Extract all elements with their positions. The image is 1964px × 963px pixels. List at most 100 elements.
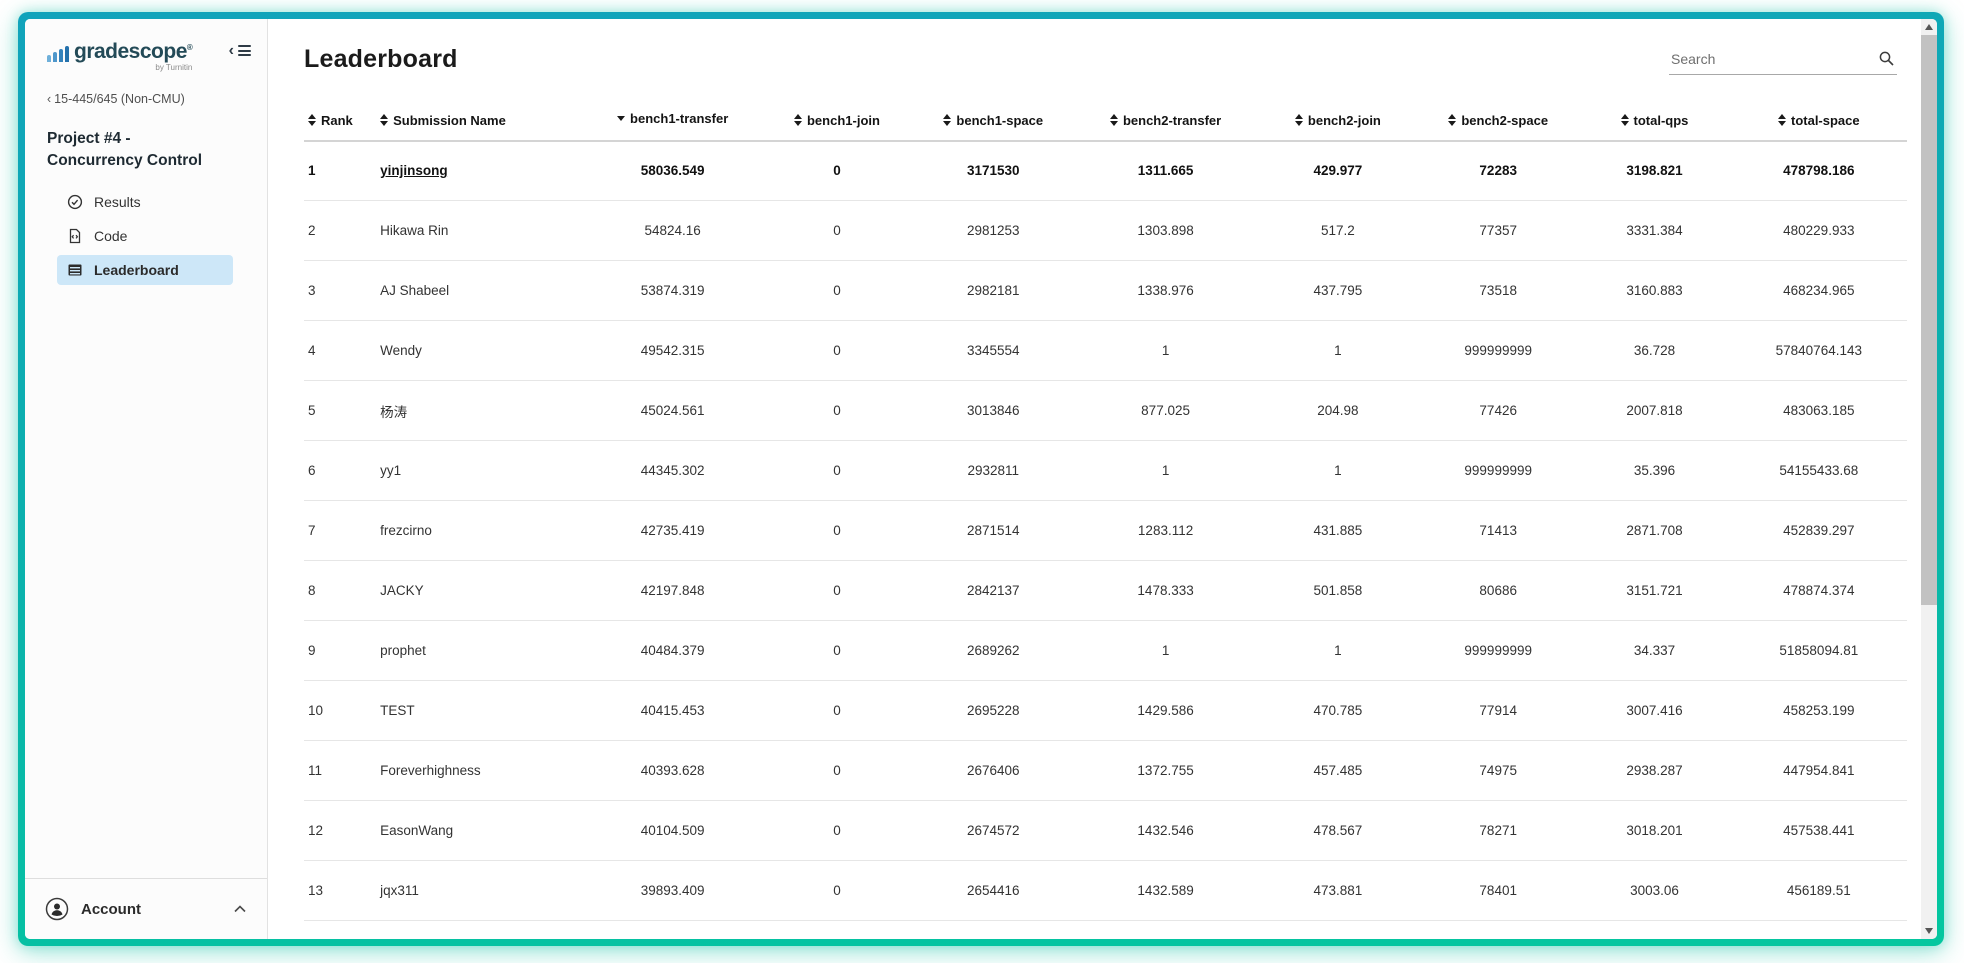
name-cell: JACKY	[376, 561, 584, 621]
column-header-submission-name[interactable]: Submission Name	[376, 99, 584, 141]
gradescope-logo[interactable]: gradescope® by Turnitin	[47, 41, 192, 72]
value-cell: 1478.333	[1073, 561, 1257, 621]
vertical-scrollbar[interactable]	[1921, 19, 1937, 939]
logo-bars-icon	[47, 41, 69, 62]
name-cell: frezcirno	[376, 501, 584, 561]
name-cell: 杨涛	[376, 381, 584, 441]
value-cell: 0	[761, 441, 913, 501]
submission-name: Foreverhighness	[380, 763, 481, 778]
value-cell: 999999999	[1418, 321, 1578, 381]
value-cell: 51858094.81	[1731, 621, 1907, 681]
value-cell: 44345.302	[585, 441, 761, 501]
sidebar-item-code[interactable]: Code	[57, 221, 233, 251]
sidebar-item-leaderboard[interactable]: Leaderboard	[57, 255, 233, 285]
search-box	[1669, 47, 1897, 75]
value-cell: 74975	[1418, 741, 1578, 801]
name-cell: Wendy	[376, 321, 584, 381]
value-cell: 1283.112	[1073, 501, 1257, 561]
collapse-arrow-icon: ‹	[229, 46, 234, 56]
table-body: 1yinjinsong58036.549031715301311.665429.…	[304, 141, 1907, 921]
table-row: 11Foreverhighness40393.628026764061372.7…	[304, 741, 1907, 801]
sidebar: gradescope® by Turnitin ‹ ‹15-445/645 (N…	[25, 19, 268, 939]
value-cell: 1	[1073, 321, 1257, 381]
value-cell: 77914	[1418, 681, 1578, 741]
value-cell: 2982181	[913, 261, 1073, 321]
value-cell: 457538.441	[1731, 801, 1907, 861]
account-menu[interactable]: Account	[25, 878, 267, 939]
value-cell: 2654416	[913, 861, 1073, 921]
submission-name: EasonWang	[380, 823, 453, 838]
scrollbar-thumb[interactable]	[1921, 35, 1937, 605]
breadcrumb[interactable]: ‹15-445/645 (Non-CMU)	[47, 92, 251, 106]
value-cell: 58036.549	[585, 141, 761, 201]
value-cell: 3007.416	[1578, 681, 1730, 741]
value-cell: 457.485	[1258, 741, 1418, 801]
column-header-label: Submission Name	[393, 113, 506, 128]
scroll-up-arrow-icon[interactable]	[1925, 24, 1933, 30]
value-cell: 429.977	[1258, 141, 1418, 201]
submission-name: 杨涛	[380, 405, 407, 420]
rank-cell: 12	[304, 801, 376, 861]
column-header-rank[interactable]: Rank	[304, 99, 376, 141]
sidebar-collapse-button[interactable]: ‹	[229, 41, 251, 56]
submission-name: prophet	[380, 643, 426, 658]
value-cell: 54155433.68	[1731, 441, 1907, 501]
column-header-bench2-transfer[interactable]: bench2-transfer	[1073, 99, 1257, 141]
sidebar-item-label: Results	[94, 194, 141, 210]
value-cell: 468234.965	[1731, 261, 1907, 321]
value-cell: 2938.287	[1578, 741, 1730, 801]
column-header-label: Rank	[321, 113, 353, 128]
page-title: Leaderboard	[304, 45, 458, 74]
value-cell: 447954.841	[1731, 741, 1907, 801]
value-cell: 34.337	[1578, 621, 1730, 681]
column-header-bench2-join[interactable]: bench2-join	[1258, 99, 1418, 141]
name-cell: TEST	[376, 681, 584, 741]
column-header-bench1-space[interactable]: bench1-space	[913, 99, 1073, 141]
rank-cell: 11	[304, 741, 376, 801]
rank-cell: 1	[304, 141, 376, 201]
value-cell: 0	[761, 861, 913, 921]
sort-toggle-icon	[1778, 114, 1786, 126]
sidebar-item-results[interactable]: Results	[57, 187, 233, 217]
value-cell: 0	[761, 681, 913, 741]
submission-name: frezcirno	[380, 523, 432, 538]
sort-toggle-icon	[380, 114, 388, 126]
column-header-label: bench2-space	[1461, 113, 1548, 128]
submission-name: Hikawa Rin	[380, 223, 448, 238]
column-header-total-space[interactable]: total-space	[1731, 99, 1907, 141]
chevron-up-icon	[233, 904, 247, 914]
value-cell: 0	[761, 141, 913, 201]
sort-desc-icon	[617, 116, 625, 121]
submission-name: jqx311	[380, 883, 419, 898]
value-cell: 36.728	[1578, 321, 1730, 381]
table-row: 1yinjinsong58036.549031715301311.665429.…	[304, 141, 1907, 201]
rank-cell: 5	[304, 381, 376, 441]
table-row: 9prophet40484.379026892621199999999934.3…	[304, 621, 1907, 681]
value-cell: 2932811	[913, 441, 1073, 501]
column-header-total-qps[interactable]: total-qps	[1578, 99, 1730, 141]
column-header-bench2-space[interactable]: bench2-space	[1418, 99, 1578, 141]
sort-toggle-icon	[1110, 114, 1118, 126]
name-cell: Hikawa Rin	[376, 201, 584, 261]
value-cell: 877.025	[1073, 381, 1257, 441]
value-cell: 3171530	[913, 141, 1073, 201]
value-cell: 3198.821	[1578, 141, 1730, 201]
column-header-label: bench1-transfer	[630, 111, 728, 126]
value-cell: 57840764.143	[1731, 321, 1907, 381]
value-cell: 501.858	[1258, 561, 1418, 621]
value-cell: 71413	[1418, 501, 1578, 561]
value-cell: 2981253	[913, 201, 1073, 261]
value-cell: 478.567	[1258, 801, 1418, 861]
value-cell: 80686	[1418, 561, 1578, 621]
table-row: 4Wendy49542.315033455541199999999936.728…	[304, 321, 1907, 381]
sidebar-item-label: Leaderboard	[94, 262, 179, 278]
submission-name-link[interactable]: yinjinsong	[380, 163, 448, 178]
scroll-down-arrow-icon[interactable]	[1925, 928, 1933, 934]
column-header-bench1-join[interactable]: bench1-join	[761, 99, 913, 141]
value-cell: 1432.589	[1073, 861, 1257, 921]
search-input[interactable]	[1669, 47, 1897, 75]
value-cell: 35.396	[1578, 441, 1730, 501]
column-header-bench1-transfer[interactable]: bench1-transfer	[585, 99, 761, 141]
value-cell: 1	[1258, 621, 1418, 681]
search-icon[interactable]	[1878, 50, 1895, 67]
